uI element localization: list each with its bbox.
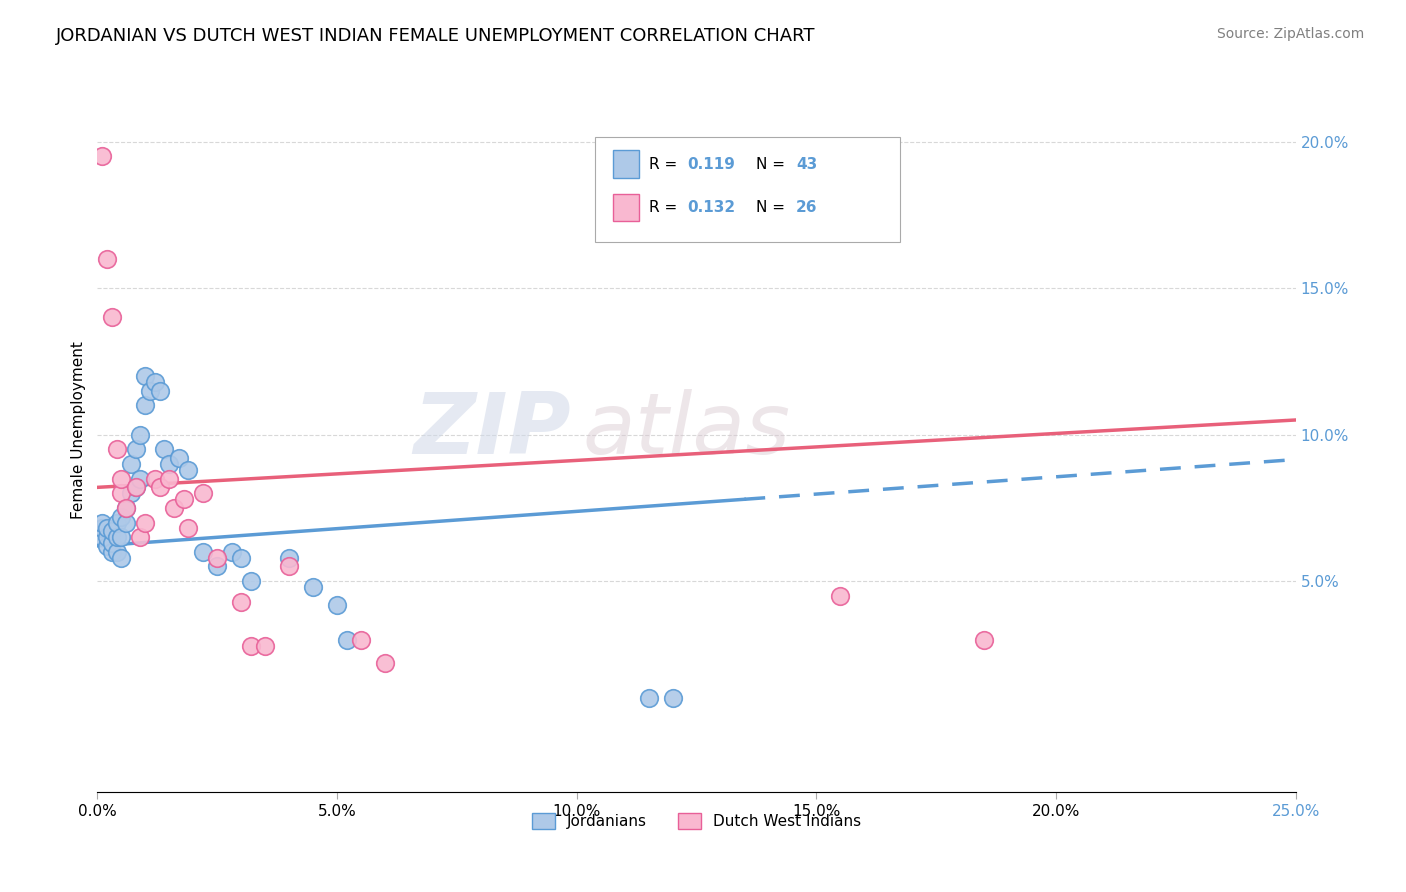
Dutch West Indians bbox=[110, 486, 132, 500]
Text: 26: 26 bbox=[796, 200, 817, 215]
Jordanians bbox=[110, 530, 132, 544]
Jordanians bbox=[120, 486, 142, 500]
Dutch West Indians bbox=[91, 149, 114, 163]
Text: 43: 43 bbox=[796, 156, 817, 171]
Text: N =: N = bbox=[756, 200, 790, 215]
Jordanians bbox=[143, 375, 166, 389]
Jordanians bbox=[115, 516, 138, 530]
Jordanians bbox=[139, 384, 162, 398]
Jordanians bbox=[205, 559, 228, 574]
Jordanians bbox=[302, 580, 325, 594]
Jordanians bbox=[91, 516, 114, 530]
Jordanians bbox=[105, 530, 128, 544]
Dutch West Indians bbox=[374, 656, 396, 670]
Jordanians bbox=[167, 451, 190, 466]
Text: 0.132: 0.132 bbox=[688, 200, 735, 215]
Jordanians bbox=[129, 472, 152, 486]
Jordanians bbox=[157, 457, 180, 471]
Text: N =: N = bbox=[756, 156, 790, 171]
Jordanians bbox=[120, 457, 142, 471]
Jordanians bbox=[231, 550, 253, 565]
Jordanians bbox=[100, 545, 122, 559]
Jordanians bbox=[326, 598, 349, 612]
Jordanians bbox=[110, 550, 132, 565]
Jordanians bbox=[129, 427, 152, 442]
Jordanians bbox=[177, 463, 200, 477]
Jordanians bbox=[96, 530, 118, 544]
Dutch West Indians bbox=[134, 516, 156, 530]
Jordanians bbox=[96, 521, 118, 535]
Jordanians bbox=[100, 524, 122, 539]
Dutch West Indians bbox=[205, 550, 228, 565]
Bar bbox=[613, 150, 638, 178]
Jordanians bbox=[125, 480, 148, 494]
Text: atlas: atlas bbox=[582, 389, 790, 472]
Dutch West Indians bbox=[231, 594, 253, 608]
Jordanians bbox=[149, 384, 172, 398]
Jordanians bbox=[221, 545, 243, 559]
Dutch West Indians bbox=[105, 442, 128, 457]
Jordanians bbox=[91, 521, 114, 535]
Dutch West Indians bbox=[125, 480, 148, 494]
Dutch West Indians bbox=[110, 472, 132, 486]
Jordanians bbox=[134, 369, 156, 384]
Jordanians bbox=[637, 691, 659, 706]
Dutch West Indians bbox=[157, 472, 180, 486]
Dutch West Indians bbox=[129, 530, 152, 544]
Y-axis label: Female Unemployment: Female Unemployment bbox=[72, 342, 86, 519]
Text: 0.119: 0.119 bbox=[688, 156, 735, 171]
Jordanians bbox=[661, 691, 683, 706]
Jordanians bbox=[239, 574, 262, 588]
Dutch West Indians bbox=[350, 632, 373, 647]
Dutch West Indians bbox=[973, 632, 995, 647]
Jordanians bbox=[278, 550, 301, 565]
Dutch West Indians bbox=[278, 559, 301, 574]
Dutch West Indians bbox=[177, 521, 200, 535]
Jordanians bbox=[134, 398, 156, 412]
Jordanians bbox=[191, 545, 214, 559]
Jordanians bbox=[153, 442, 176, 457]
Jordanians bbox=[105, 516, 128, 530]
Dutch West Indians bbox=[173, 491, 195, 506]
Jordanians bbox=[125, 442, 148, 457]
Dutch West Indians bbox=[239, 639, 262, 653]
Jordanians bbox=[105, 545, 128, 559]
Dutch West Indians bbox=[254, 639, 277, 653]
Jordanians bbox=[336, 632, 359, 647]
Jordanians bbox=[91, 530, 114, 544]
Text: JORDANIAN VS DUTCH WEST INDIAN FEMALE UNEMPLOYMENT CORRELATION CHART: JORDANIAN VS DUTCH WEST INDIAN FEMALE UN… bbox=[56, 27, 815, 45]
Dutch West Indians bbox=[830, 589, 852, 603]
Text: Source: ZipAtlas.com: Source: ZipAtlas.com bbox=[1216, 27, 1364, 41]
Legend: Jordanians, Dutch West Indians: Jordanians, Dutch West Indians bbox=[526, 806, 868, 835]
Jordanians bbox=[96, 539, 118, 553]
Dutch West Indians bbox=[143, 472, 166, 486]
Text: R =: R = bbox=[648, 200, 682, 215]
Text: R =: R = bbox=[648, 156, 682, 171]
Text: ZIP: ZIP bbox=[413, 389, 571, 472]
Dutch West Indians bbox=[115, 500, 138, 515]
Dutch West Indians bbox=[96, 252, 118, 266]
Jordanians bbox=[115, 500, 138, 515]
Bar bbox=[613, 194, 638, 221]
FancyBboxPatch shape bbox=[595, 137, 900, 242]
Jordanians bbox=[100, 536, 122, 550]
Dutch West Indians bbox=[191, 486, 214, 500]
Jordanians bbox=[110, 509, 132, 524]
Dutch West Indians bbox=[163, 500, 186, 515]
Dutch West Indians bbox=[100, 310, 122, 325]
Dutch West Indians bbox=[149, 480, 172, 494]
